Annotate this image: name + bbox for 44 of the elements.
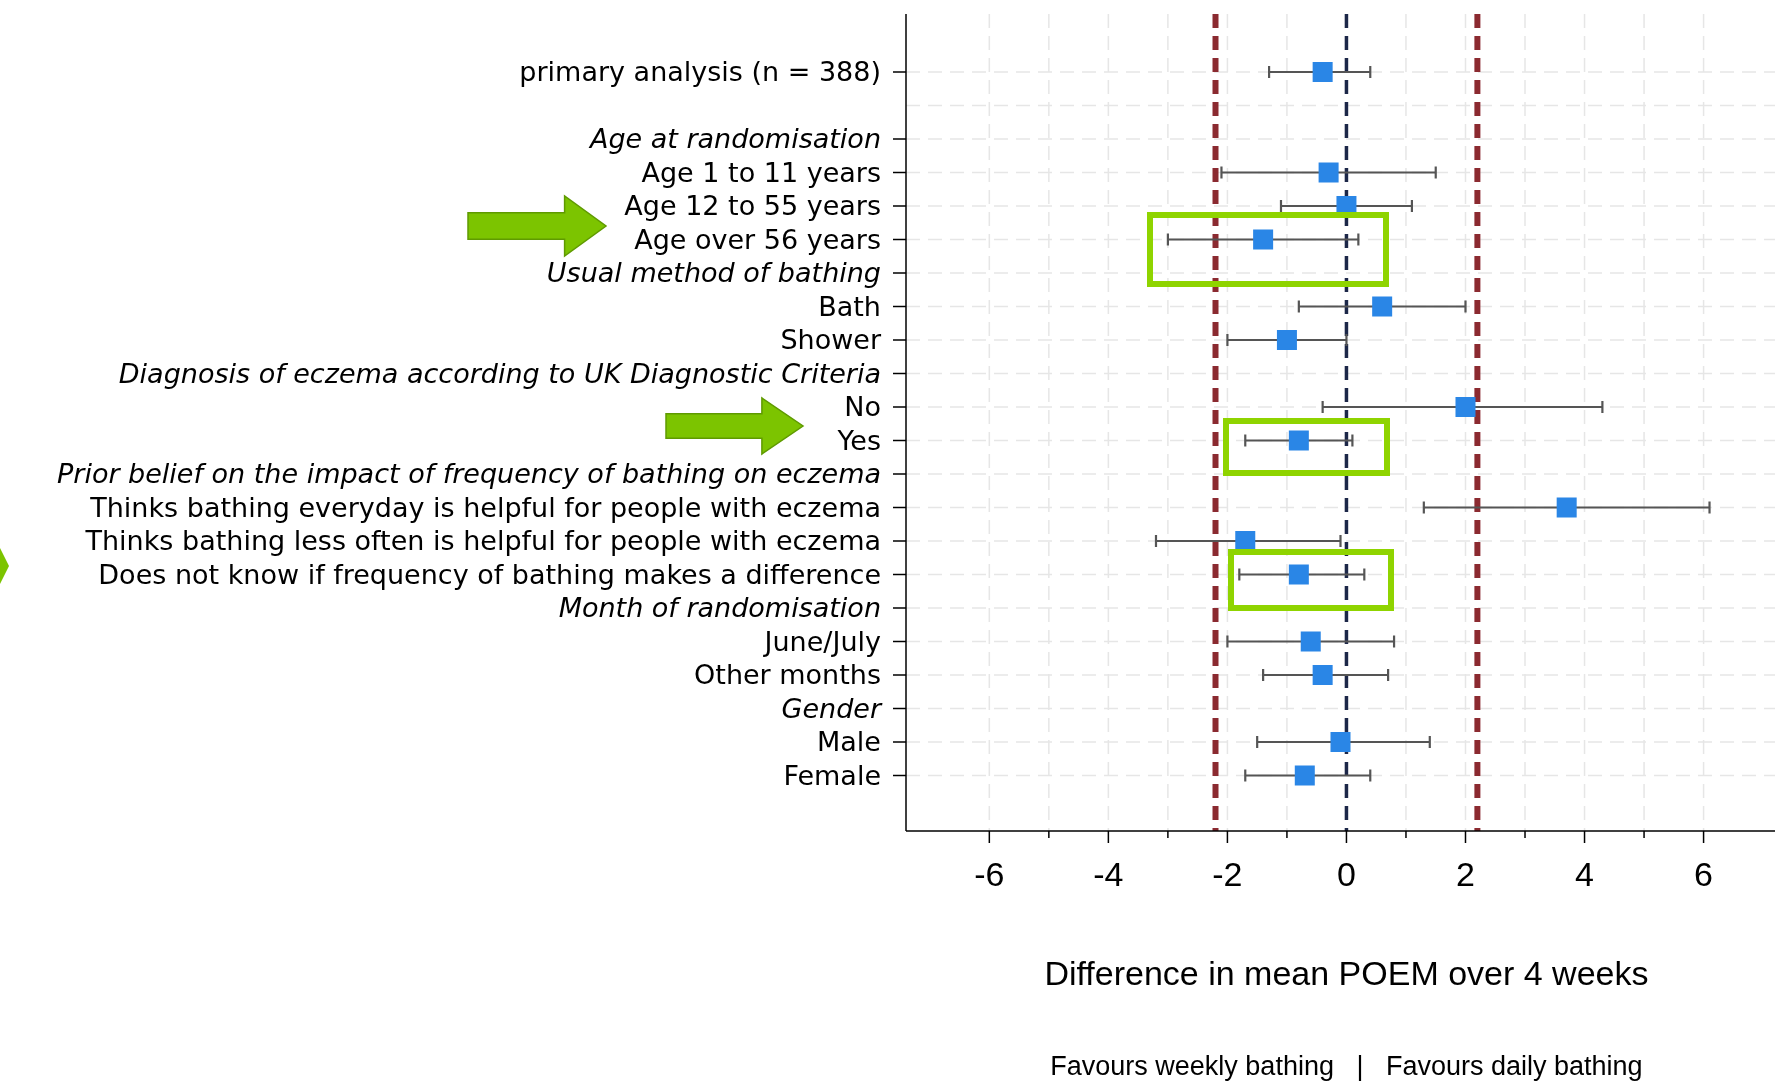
- x-tick-label: 6: [1694, 855, 1714, 893]
- y-tick-label: Usual method of bathing: [546, 257, 881, 289]
- y-tick-label: Female: [783, 759, 881, 791]
- text: Favours weekly bathing | Favours daily bathing: [1050, 1051, 1643, 1081]
- y-tick-label: Month of randomisation: [558, 592, 881, 624]
- point: [1276, 330, 1297, 350]
- y-tick-label: Does not know if frequency of bathing makes a difference: [98, 558, 881, 590]
- y-tick-label: Age at randomisation: [587, 123, 881, 155]
- point: [1253, 229, 1274, 250]
- point: [1318, 162, 1339, 183]
- x-tick-label: 2: [1456, 855, 1475, 893]
- point: [1312, 665, 1333, 685]
- x-tick-label: -2: [1212, 855, 1243, 893]
- point: [1294, 765, 1315, 786]
- x-tick-label: -6: [974, 855, 1005, 893]
- point: [1455, 397, 1476, 417]
- x-tick-label: -4: [1093, 855, 1124, 893]
- y-tick-label: Age 1 to 11 years: [641, 156, 881, 188]
- y-tick-label: primary analysis (n = 388): [519, 56, 881, 88]
- y-tick-label: Age 12 to 55 years: [624, 190, 881, 222]
- y-tick-label: Male: [817, 726, 881, 758]
- y-tick-label: Gender: [781, 692, 883, 724]
- y-tick-label: Age over 56 years: [634, 223, 881, 255]
- point: [1372, 296, 1393, 317]
- point: [1300, 631, 1321, 652]
- point: [1288, 564, 1309, 585]
- y-tick-label: Diagnosis of eczema according to UK Diagnostic Criteria: [118, 357, 881, 389]
- x-axis-title: Difference in mean POEM over 4 weeks: [1044, 954, 1649, 992]
- point: [1288, 430, 1309, 451]
- x-tick-label: 4: [1575, 855, 1594, 893]
- y-tick-label: Thinks bathing less often is helpful for people with eczema: [84, 525, 881, 557]
- y-tick-label: Other months: [694, 659, 881, 691]
- point: [1312, 62, 1333, 82]
- y-tick-label: Bath: [818, 290, 881, 322]
- y-tick-label: Prior belief on the impact of frequency of bathing on eczema: [57, 458, 881, 490]
- point: [1330, 732, 1351, 752]
- y-tick-label: Thinks bathing everyday is helpful for people with eczema: [89, 491, 881, 523]
- point: [1235, 531, 1256, 551]
- point: [1556, 497, 1577, 518]
- y-tick-label: Shower: [780, 324, 882, 356]
- y-tick-label: June/July: [762, 625, 882, 657]
- x-tick-label: 0: [1336, 855, 1356, 893]
- y-tick-label: No: [844, 391, 881, 423]
- y-tick-label: Yes: [836, 424, 881, 456]
